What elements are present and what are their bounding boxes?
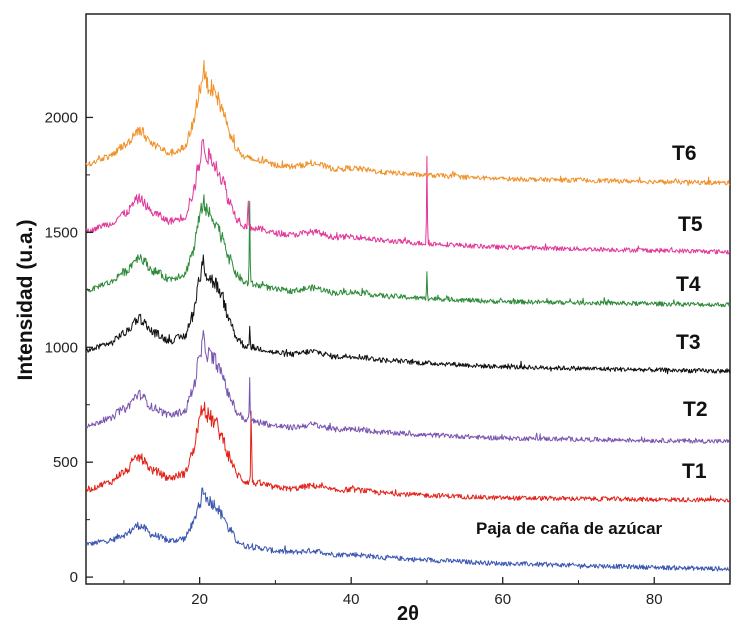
series-label-raw: Paja de caña de azúcar xyxy=(476,519,663,538)
series-layer xyxy=(85,60,731,572)
series-line-t4 xyxy=(85,194,731,308)
y-axis-ticks: 0 500 1000 1500 2000 xyxy=(45,109,93,586)
series-label-t1: T1 xyxy=(682,460,707,483)
series-line-t1 xyxy=(85,401,731,503)
series-line-t2 xyxy=(85,330,731,444)
series-line-t3 xyxy=(85,254,731,375)
y-axis-title: Intensidad (u.a.) xyxy=(14,219,37,380)
y-tick-label: 2000 xyxy=(45,109,78,126)
y-tick-label: 0 xyxy=(70,569,78,586)
y-tick-label: 500 xyxy=(53,454,78,471)
x-axis-title: 2θ xyxy=(397,603,419,624)
series-label-t6: T6 xyxy=(672,142,697,165)
plot-area xyxy=(85,13,731,585)
series-label-t2: T2 xyxy=(683,398,708,421)
x-tick-label: 60 xyxy=(494,591,511,608)
series-label-t4: T4 xyxy=(676,273,701,296)
x-axis-ticks: 20 40 60 80 xyxy=(123,577,731,608)
series-line-t6 xyxy=(85,60,731,187)
series-line-paja-de-ca-a-de-az-car xyxy=(85,487,730,572)
series-line-t5 xyxy=(85,138,731,255)
x-tick-label: 20 xyxy=(191,591,208,608)
series-label-t5: T5 xyxy=(678,213,703,236)
x-tick-label: 40 xyxy=(343,591,360,608)
y-tick-label: 1000 xyxy=(45,339,78,356)
y-tick-label: 1500 xyxy=(45,224,78,241)
x-tick-label: 80 xyxy=(646,591,663,608)
series-label-t3: T3 xyxy=(676,331,701,354)
